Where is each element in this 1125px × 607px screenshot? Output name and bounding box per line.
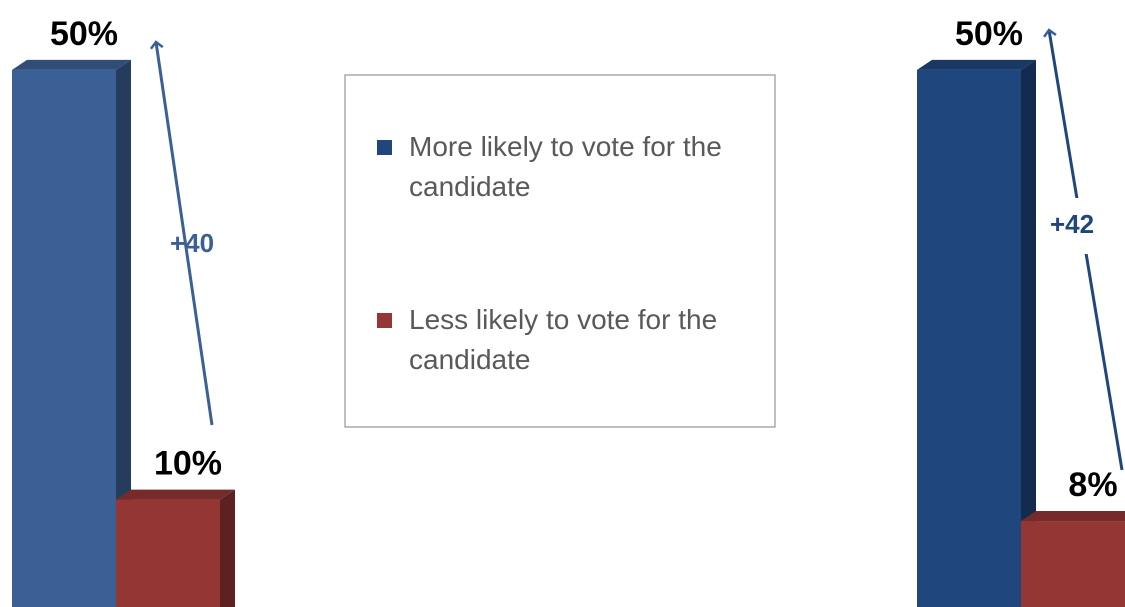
legend-box xyxy=(344,74,776,428)
bar xyxy=(116,499,220,607)
annotation: +42 xyxy=(1050,209,1094,239)
bar-top xyxy=(917,59,1036,70)
bar-top xyxy=(12,59,131,70)
bar xyxy=(917,69,1021,607)
annotation: +40 xyxy=(170,228,214,258)
legend-label: More likely to vote for the candidate xyxy=(409,131,722,202)
data-label: 10% xyxy=(154,445,222,483)
bar-side xyxy=(220,489,235,607)
legend-label: Less likely to vote for the candidate xyxy=(409,304,718,375)
bar-top xyxy=(1021,511,1125,522)
bar xyxy=(1021,521,1125,607)
bar-side xyxy=(116,59,131,607)
bar-side xyxy=(1021,59,1036,607)
bar-top xyxy=(116,489,235,500)
legend-swatch xyxy=(377,313,392,328)
bar xyxy=(12,69,116,607)
data-label: 50% xyxy=(955,15,1023,53)
arrow xyxy=(149,40,214,426)
legend-swatch xyxy=(377,140,392,155)
data-label: 50% xyxy=(50,15,118,53)
data-label: 8% xyxy=(1068,466,1117,504)
annotation-bg xyxy=(1035,198,1110,254)
